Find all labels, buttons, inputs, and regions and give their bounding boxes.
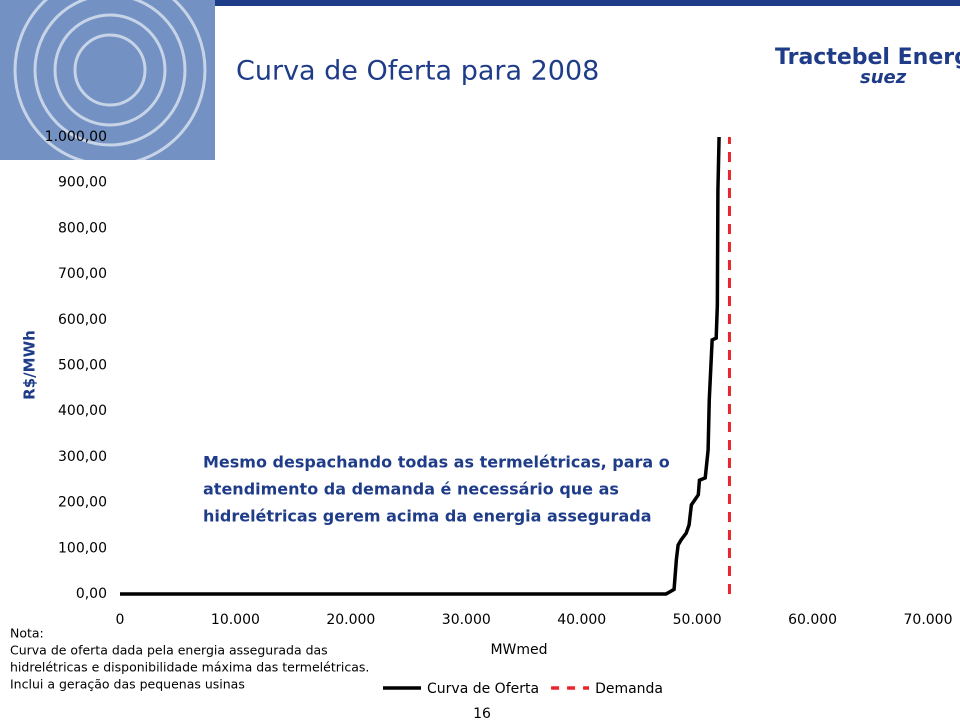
x-tick-label: 50.000 <box>673 612 722 628</box>
x-tick-label: 30.000 <box>442 612 491 628</box>
legend-label: Demanda <box>595 681 663 697</box>
y-tick-label: 0,00 <box>76 586 107 602</box>
y-tick-label: 300,00 <box>58 449 107 465</box>
x-tick-label: 10.000 <box>211 612 260 628</box>
logo-sub: suez <box>860 67 907 88</box>
note-line: Curva de oferta dada pela energia assegu… <box>10 643 328 658</box>
note-line: Inclui a geração das pequenas usinas <box>10 677 245 692</box>
y-tick-label: 500,00 <box>58 358 107 374</box>
annotation-line: hidrelétricas gerem acima da energia ass… <box>203 507 651 526</box>
y-tick-label: 600,00 <box>58 312 107 328</box>
x-tick-label: 0 <box>116 612 125 628</box>
annotation-line: atendimento da demanda é necessário que … <box>203 480 619 499</box>
legend-label: Curva de Oferta <box>427 681 539 697</box>
note: Nota: Curva de oferta dada pela energia a… <box>10 626 369 692</box>
x-axis-label: MWmed <box>490 642 547 658</box>
y-tick-label: 1.000,00 <box>45 129 107 145</box>
page-number: 16 <box>473 706 491 722</box>
annotation-line: Mesmo despachando todas as termelétricas… <box>203 453 670 472</box>
logo: Tractebel Energia <box>775 45 960 70</box>
x-tick-label: 40.000 <box>557 612 606 628</box>
y-axis-label: R$/MWh <box>21 330 39 400</box>
series-line <box>120 136 721 596</box>
legend: Curva de Oferta Demanda <box>383 681 663 697</box>
y-tick-label: 900,00 <box>58 175 107 191</box>
x-tick-label: 20.000 <box>326 612 375 628</box>
y-tick-label: 700,00 <box>58 266 107 282</box>
annotation: Mesmo despachando todas as termelétricas… <box>203 453 670 526</box>
slide-title: Curva de Oferta para 2008 <box>236 56 599 87</box>
y-tick-label: 100,00 <box>58 540 107 556</box>
x-tick-label: 60.000 <box>788 612 837 628</box>
header-image <box>0 0 960 167</box>
note-line: hidrelétricas e disponibilidade máxima d… <box>10 660 369 675</box>
y-tick-label: 400,00 <box>58 403 107 419</box>
y-tick-label: 800,00 <box>58 220 107 236</box>
note-line: Nota: <box>10 626 44 641</box>
x-tick-label: 70.000 <box>904 612 953 628</box>
y-tick-label: 200,00 <box>58 495 107 511</box>
